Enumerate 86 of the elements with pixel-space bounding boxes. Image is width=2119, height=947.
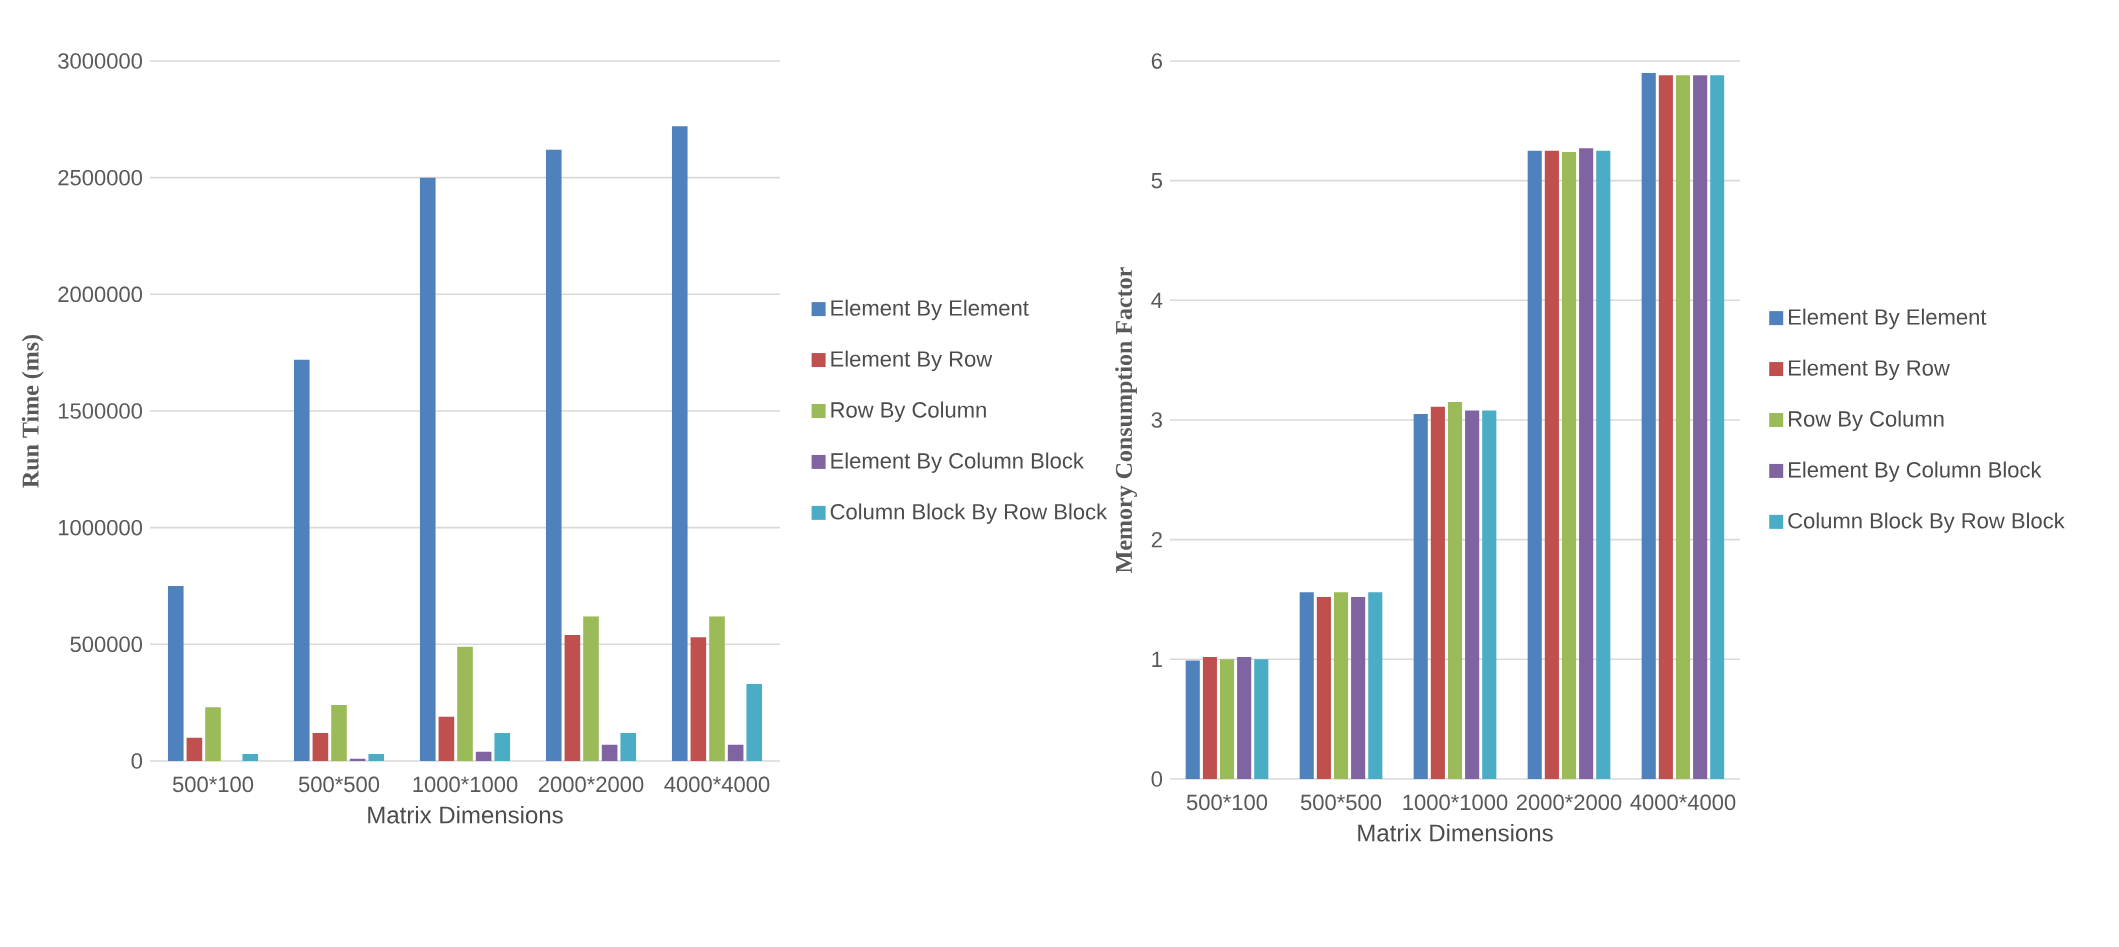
y-tick-label: 1500000 — [58, 403, 143, 419]
bar — [1316, 597, 1331, 779]
bar — [1333, 592, 1349, 779]
bar — [475, 751, 492, 761]
y-tick-label: 4 — [1151, 292, 1163, 308]
bar — [167, 585, 184, 761]
y-tick-label: 3 — [1151, 412, 1162, 428]
legend-label: Element By Element — [1789, 308, 1987, 330]
bar — [1482, 410, 1497, 779]
bar — [1527, 150, 1542, 779]
x-tick-label: 2000*2000 — [1516, 794, 1622, 811]
bar — [727, 744, 744, 761]
bar — [419, 177, 436, 761]
bar — [1579, 148, 1594, 779]
x-tick-label: 2000*2000 — [538, 776, 644, 793]
x-tick-label: 4000*4000 — [1630, 794, 1736, 811]
x-tick-label: 500*100 — [172, 776, 254, 793]
bar — [1299, 592, 1314, 779]
bar — [564, 634, 581, 761]
y-tick-label: 3000000 — [58, 53, 143, 69]
bar — [1254, 659, 1269, 779]
y-axis-title: Run Time (ms) — [21, 334, 44, 488]
y-axis-title: Memory Consumption Factor — [1115, 267, 1137, 573]
bar — [1202, 656, 1217, 779]
legend-label: Element By Column Block — [831, 452, 1084, 473]
legend-label: Element By Row — [1789, 359, 1950, 381]
x-tick-label: 1000*1000 — [1403, 794, 1508, 811]
bar — [312, 732, 329, 761]
bar — [1641, 72, 1656, 779]
legend-label: Column Block By Row Block — [830, 503, 1108, 524]
bar — [186, 737, 203, 761]
bar — [1693, 75, 1708, 779]
y-tick-label: 2 — [1151, 532, 1162, 548]
bar — [242, 753, 259, 761]
bar — [1368, 592, 1383, 779]
bar — [331, 704, 347, 761]
bar — [293, 359, 310, 761]
bar — [1351, 597, 1366, 779]
bar — [746, 683, 763, 761]
x-tick-label: 500*500 — [1300, 794, 1382, 811]
bar — [1675, 75, 1691, 779]
bar — [545, 149, 562, 761]
bar — [690, 637, 707, 761]
bar — [1413, 414, 1428, 779]
x-tick-label: 500*100 — [1186, 794, 1268, 811]
y-tick-label: 6 — [1151, 53, 1162, 69]
bar — [1596, 150, 1611, 779]
y-tick-label: 0 — [1151, 771, 1163, 787]
legend-label: Row By Column — [1789, 410, 1944, 432]
y-tick-label: 0 — [131, 753, 143, 769]
y-tick-label: 2500000 — [58, 169, 143, 186]
bar — [494, 732, 511, 761]
bar — [709, 616, 725, 761]
bar — [205, 707, 221, 761]
bar — [1219, 659, 1235, 779]
bar — [583, 616, 599, 761]
bar — [601, 744, 618, 761]
y-tick-label: 1 — [1152, 651, 1162, 667]
x-axis-title: Matrix Dimensions — [1358, 823, 1553, 842]
bar — [1447, 402, 1463, 779]
bar — [457, 646, 473, 761]
y-tick-label: 5 — [1151, 173, 1163, 189]
y-tick-label: 1000000 — [58, 519, 143, 536]
x-tick-label: 1000*1000 — [413, 776, 518, 793]
bar — [1658, 75, 1673, 779]
bar — [1430, 406, 1445, 779]
bar — [620, 732, 637, 761]
x-tick-label: 4000*4000 — [664, 776, 770, 793]
x-tick-label: 500*500 — [298, 776, 380, 793]
bar — [1561, 151, 1577, 779]
y-tick-label: 2000000 — [58, 286, 143, 303]
bar — [1465, 410, 1480, 779]
bar — [368, 753, 385, 761]
y-tick-label: 500000 — [70, 636, 143, 653]
x-axis-title: Matrix Dimensions — [368, 805, 563, 824]
legend-label: Element By Column Block — [1789, 461, 2042, 482]
bar — [671, 126, 688, 761]
bar — [438, 716, 455, 761]
bar — [1544, 150, 1559, 779]
bar — [1237, 656, 1252, 779]
legend-label: Element By Row — [831, 350, 993, 372]
legend-label: Row By Column — [831, 401, 986, 423]
bar — [1185, 660, 1200, 779]
legend-label: Column Block By Row Block — [1788, 512, 2065, 533]
legend-label: Element By Element — [831, 299, 1029, 321]
bar — [1710, 75, 1725, 779]
